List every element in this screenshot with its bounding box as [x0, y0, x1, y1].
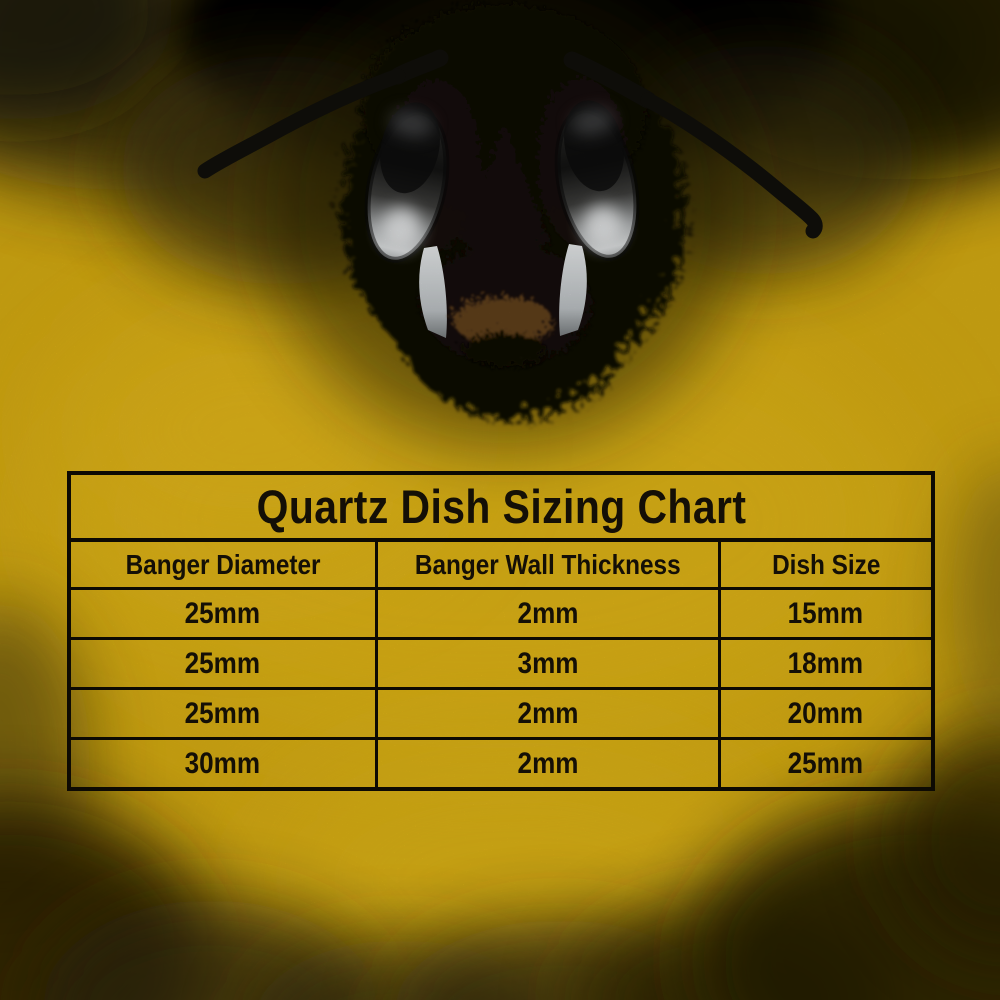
cell-wall-thickness: 3mm	[374, 640, 718, 687]
header-banger-diameter: Banger Diameter	[71, 542, 375, 587]
cell-value: 25mm	[185, 696, 261, 730]
header-dish-size-label: Dish Size	[771, 548, 880, 580]
cell-diameter: 25mm	[71, 640, 375, 687]
cell-value: 18mm	[788, 646, 864, 680]
header-dish-size: Dish Size	[717, 542, 931, 587]
cell-wall-thickness: 2mm	[374, 590, 718, 637]
table-row: 25mm 2mm 15mm	[71, 587, 931, 637]
cell-dish-size: 18mm	[717, 640, 931, 687]
cell-value: 2mm	[517, 596, 579, 630]
cell-diameter: 25mm	[71, 690, 375, 737]
header-banger-wall-thickness-label: Banger Wall Thickness	[414, 548, 681, 580]
table-row: 25mm 3mm 18mm	[71, 637, 931, 687]
cell-value: 20mm	[788, 696, 864, 730]
header-banger-wall-thickness: Banger Wall Thickness	[374, 542, 718, 587]
header-banger-diameter-label: Banger Diameter	[125, 548, 321, 580]
table-header-row: Banger Diameter Banger Wall Thickness Di…	[71, 542, 931, 587]
table-row: 30mm 2mm 25mm	[71, 737, 931, 787]
cell-wall-thickness: 2mm	[374, 690, 718, 737]
cell-value: 2mm	[517, 696, 579, 730]
cell-diameter: 25mm	[71, 590, 375, 637]
cell-dish-size: 15mm	[717, 590, 931, 637]
cell-value: 3mm	[517, 646, 579, 680]
cell-value: 15mm	[788, 596, 864, 630]
table-row: 25mm 2mm 20mm	[71, 687, 931, 737]
cell-value: 25mm	[788, 746, 864, 780]
cell-value: 30mm	[185, 746, 261, 780]
cell-diameter: 30mm	[71, 740, 375, 787]
chart-title: Quartz Dish Sizing Chart	[256, 480, 746, 533]
cell-dish-size: 25mm	[717, 740, 931, 787]
chart-title-row: Quartz Dish Sizing Chart	[71, 475, 931, 542]
cell-value: 2mm	[517, 746, 579, 780]
sizing-chart-table: Quartz Dish Sizing Chart Banger Diameter…	[67, 471, 935, 791]
cell-wall-thickness: 2mm	[374, 740, 718, 787]
cell-dish-size: 20mm	[717, 690, 931, 737]
cell-value: 25mm	[185, 596, 261, 630]
cell-value: 25mm	[185, 646, 261, 680]
